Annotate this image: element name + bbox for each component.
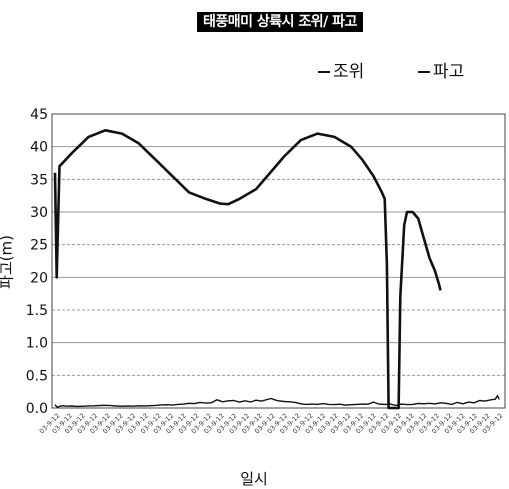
- y-tick-label: 1.0: [26, 336, 48, 352]
- legend-item-wave: 파고: [418, 62, 464, 82]
- y-tick-label: 20: [30, 270, 48, 286]
- chart-title: 태풍매미 상륙시 조위/ 파고: [197, 12, 363, 32]
- x-axis-title: 일시: [240, 470, 268, 488]
- y-tick-label: 40: [30, 140, 48, 156]
- series-line-tide: [53, 129, 442, 410]
- y-tick-label: 30: [30, 205, 48, 221]
- series-line-wave: [54, 394, 500, 408]
- y-tick-label: 35: [30, 172, 48, 188]
- legend-item-tide: 조위: [318, 62, 364, 82]
- y-axis-title: 파고(m): [0, 235, 16, 289]
- legend-swatch-tide: [318, 71, 330, 73]
- plot-frame: [51, 113, 506, 409]
- legend-swatch-wave: [418, 71, 430, 73]
- y-tick-label: 0.0: [26, 401, 48, 417]
- y-tick-label: 0.5: [26, 368, 48, 384]
- y-tick-label: 25: [30, 238, 48, 254]
- legend-label-wave: 파고: [433, 62, 465, 82]
- y-tick-label: 45: [30, 107, 48, 123]
- legend-label-tide: 조위: [333, 62, 365, 82]
- y-tick-label: 1.5: [26, 303, 48, 319]
